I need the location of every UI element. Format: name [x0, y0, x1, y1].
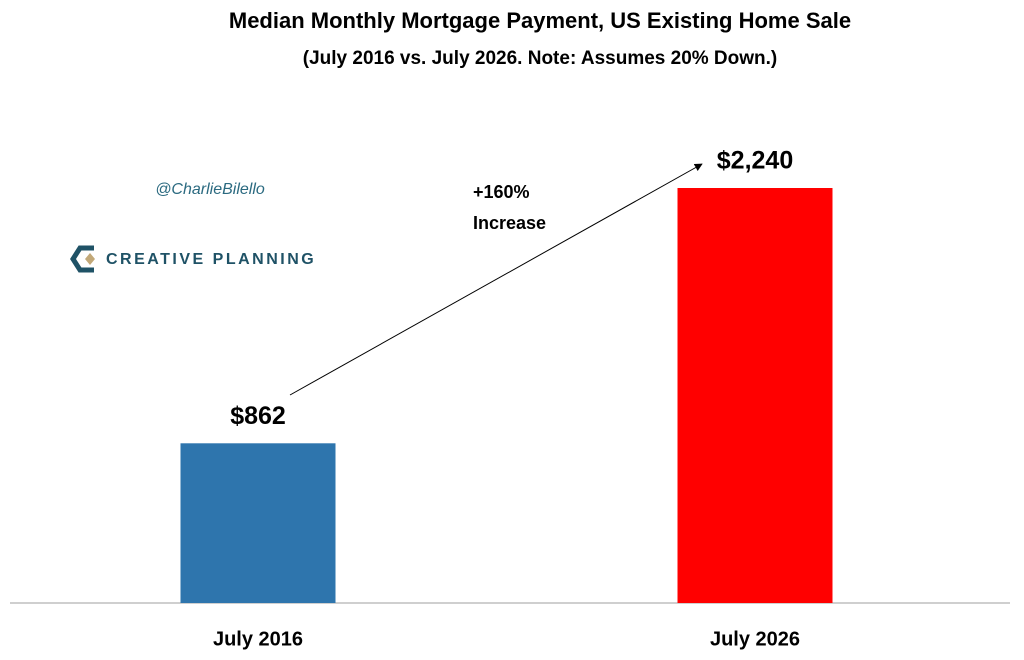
bar	[180, 443, 336, 603]
x-tick-label: July 2026	[710, 628, 800, 650]
x-tick-label: July 2016	[213, 628, 303, 650]
chart-title: Median Monthly Mortgage Payment, US Exis…	[229, 8, 851, 33]
arrow	[289, 163, 703, 396]
logo-text: CREATIVE PLANNING	[106, 251, 316, 268]
handle: @CharlieBilello	[155, 181, 265, 198]
annotation: Increase	[473, 213, 546, 233]
bar	[677, 188, 833, 603]
annotation: +160%	[473, 182, 530, 202]
logo-icon	[70, 245, 95, 273]
chart-subtitle: (July 2016 vs. July 2026. Note: Assumes …	[303, 48, 778, 69]
value-label: $862	[230, 402, 286, 430]
value-label: $2,240	[717, 147, 793, 175]
